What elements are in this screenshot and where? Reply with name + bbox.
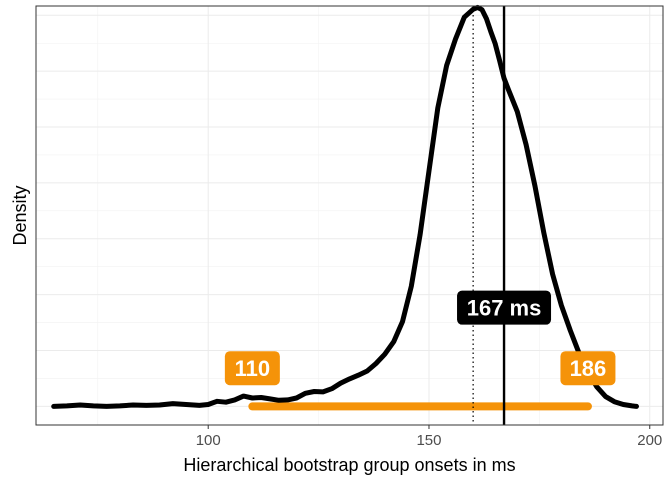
label-box: [457, 290, 552, 325]
y-axis-title: Density: [10, 185, 30, 245]
density-curve: [51, 4, 639, 409]
value-labels: 110 186 167 ms: [224, 290, 616, 386]
x-tick-label: 100: [196, 432, 221, 449]
panel-border: [35, 5, 664, 426]
label-text: 110: [235, 356, 271, 381]
density-layer: [51, 4, 639, 409]
x-tick-label: 200: [637, 432, 662, 449]
x-axis-ticks: 100 150 200: [196, 425, 662, 449]
x-tick-label: 150: [416, 432, 441, 449]
minor-gridlines: [36, 6, 663, 425]
label-box: [224, 351, 280, 386]
label-text: 186: [570, 356, 607, 381]
label-box: [560, 351, 616, 386]
label-text: 167 ms: [467, 296, 542, 321]
reference-lines: [472, 6, 506, 425]
x-axis-title: Hierarchical bootstrap group onsets in m…: [183, 455, 515, 475]
